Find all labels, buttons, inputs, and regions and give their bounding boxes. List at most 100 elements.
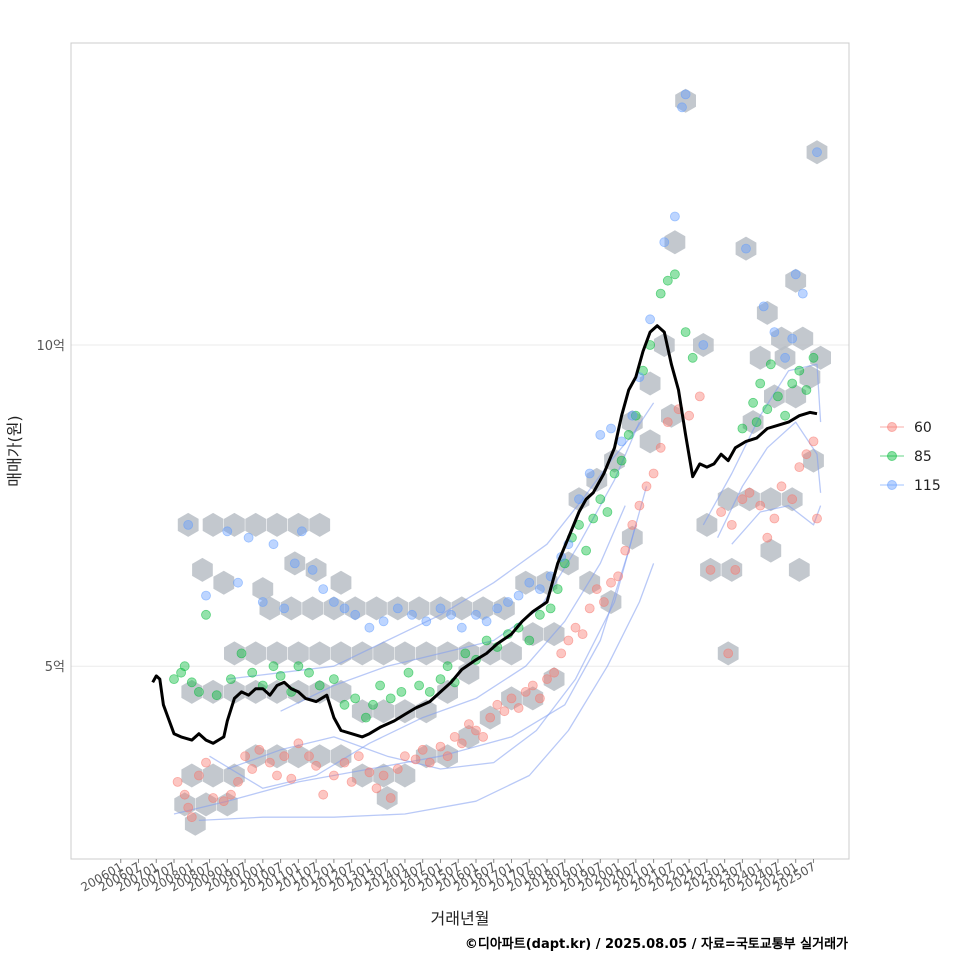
point-115 <box>659 237 670 248</box>
hexbin <box>344 596 366 621</box>
hexbin <box>394 641 416 666</box>
point-60 <box>456 738 467 749</box>
point-85 <box>524 635 535 646</box>
point-85 <box>360 712 371 723</box>
point-85 <box>211 690 222 701</box>
legend-item-60[interactable]: 60 <box>880 420 932 436</box>
hexbin <box>202 763 224 788</box>
point-60 <box>385 793 396 803</box>
hexbin <box>181 763 203 788</box>
point-60 <box>812 513 822 524</box>
y-axis: 5억 10억 <box>36 339 65 675</box>
point-60 <box>641 481 652 492</box>
point-85 <box>662 275 673 286</box>
point-85 <box>737 423 748 434</box>
point-115 <box>201 590 211 601</box>
hexbin <box>202 512 224 537</box>
legend-label-60: 60 <box>914 420 932 436</box>
point-115 <box>243 532 254 543</box>
point-60 <box>577 629 588 639</box>
point-60 <box>225 789 236 800</box>
point-85 <box>680 327 691 338</box>
point-85 <box>225 674 236 684</box>
point-60 <box>556 648 567 659</box>
point-115 <box>392 603 403 614</box>
point-60 <box>485 712 496 723</box>
point-60 <box>684 410 694 421</box>
hexbin <box>224 512 245 537</box>
point-60 <box>662 417 673 428</box>
point-60 <box>762 532 773 543</box>
y-tick-label: 10억 <box>36 339 65 354</box>
point-115 <box>627 410 638 421</box>
point-85 <box>169 674 179 684</box>
caption: ©디아파트(dapt.kr) / 2025.08.05 / 자료=국토교통부 실… <box>465 936 848 952</box>
hexbin <box>280 596 302 621</box>
point-60 <box>339 757 350 768</box>
point-60 <box>353 751 364 762</box>
legend-item-115[interactable]: 115 <box>880 478 941 494</box>
point-60 <box>208 793 219 803</box>
hexbin <box>288 641 309 666</box>
hexbin <box>785 268 807 293</box>
hexbin <box>259 596 281 621</box>
point-115 <box>758 301 769 312</box>
point-85 <box>670 269 680 280</box>
trend-line <box>151 324 818 745</box>
point-60 <box>435 741 446 752</box>
point-60 <box>311 760 322 771</box>
point-115 <box>698 340 709 350</box>
hexbin <box>739 487 760 512</box>
hexbin <box>543 667 565 692</box>
point-60 <box>471 725 481 736</box>
legend-item-85[interactable]: 85 <box>880 449 932 465</box>
point-85 <box>787 378 798 389</box>
hexbin <box>735 236 757 261</box>
point-60 <box>304 751 314 762</box>
point-85 <box>268 661 279 672</box>
hexbin <box>192 557 213 582</box>
hexbin <box>664 230 686 255</box>
point-60 <box>172 777 183 787</box>
point-115 <box>481 616 492 627</box>
hexbin <box>522 686 544 711</box>
hexbin <box>245 679 267 704</box>
point-85 <box>186 677 197 688</box>
point-85 <box>481 635 492 646</box>
point-115 <box>268 539 279 550</box>
point-115 <box>350 609 361 620</box>
point-85 <box>748 397 758 408</box>
point-60 <box>705 565 716 575</box>
point-85 <box>396 687 407 697</box>
legend-label-85: 85 <box>914 449 932 465</box>
point-60 <box>346 777 357 787</box>
point-115 <box>677 102 687 113</box>
point-85 <box>275 671 286 681</box>
point-85 <box>623 429 634 440</box>
point-85 <box>655 288 666 299</box>
hexbin <box>302 596 323 621</box>
point-60 <box>364 767 375 778</box>
hexbin <box>771 326 792 351</box>
point-115 <box>787 333 798 344</box>
point-115 <box>492 603 503 614</box>
point-85 <box>780 410 790 421</box>
point-60 <box>410 754 421 765</box>
point-115 <box>456 622 467 633</box>
point-60 <box>591 584 602 594</box>
hexbin <box>245 641 267 666</box>
point-115 <box>471 609 481 620</box>
hexbin <box>181 679 203 704</box>
point-85 <box>375 680 386 691</box>
point-60 <box>492 699 503 710</box>
point-60 <box>506 693 517 704</box>
point-115 <box>780 352 790 363</box>
hexbin <box>451 596 473 621</box>
point-60 <box>726 520 737 530</box>
hexbin <box>700 557 721 582</box>
point-115 <box>595 429 606 440</box>
point-60 <box>463 719 474 729</box>
hexbin <box>309 744 331 769</box>
point-115 <box>407 609 417 620</box>
hexbin <box>661 403 682 428</box>
